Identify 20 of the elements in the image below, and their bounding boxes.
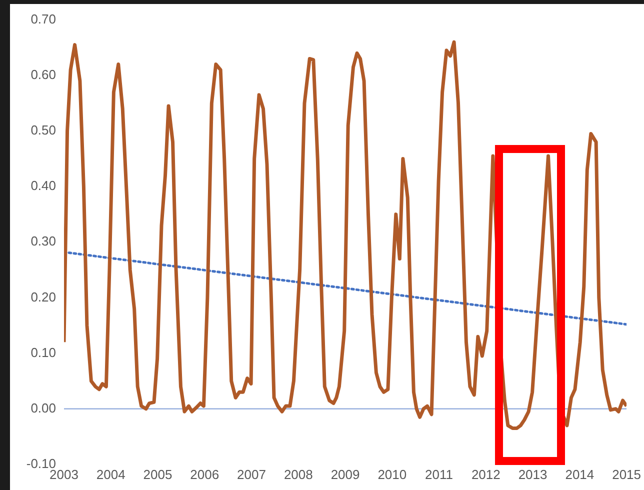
- x-tick-label: 2015: [612, 466, 641, 482]
- y-tick-label: 0.30: [30, 234, 56, 249]
- x-tick-label: 2005: [143, 466, 172, 482]
- x-tick-label: 2009: [330, 466, 360, 482]
- x-tick-label: 2006: [190, 466, 220, 482]
- x-tick-label: 2013: [518, 466, 548, 482]
- x-tick-label: 2011: [425, 466, 454, 482]
- x-tick-label: 2007: [237, 466, 266, 482]
- x-tick-label: 2004: [96, 466, 126, 482]
- x-tick-label: 2014: [565, 466, 594, 482]
- x-tick-label: 2012: [471, 466, 500, 482]
- y-tick-label: 0.00: [30, 400, 56, 416]
- y-tick-label: 0.60: [30, 66, 56, 82]
- y-tick-label: 0.70: [30, 11, 56, 26]
- y-tick-label: 0.10: [30, 344, 56, 360]
- y-tick-label: 0.50: [30, 122, 56, 138]
- x-tick-label: 2008: [284, 466, 313, 482]
- y-tick-label: 0.20: [30, 289, 56, 304]
- x-tick-label: 2010: [378, 466, 407, 482]
- y-tick-label: 0.40: [30, 178, 56, 194]
